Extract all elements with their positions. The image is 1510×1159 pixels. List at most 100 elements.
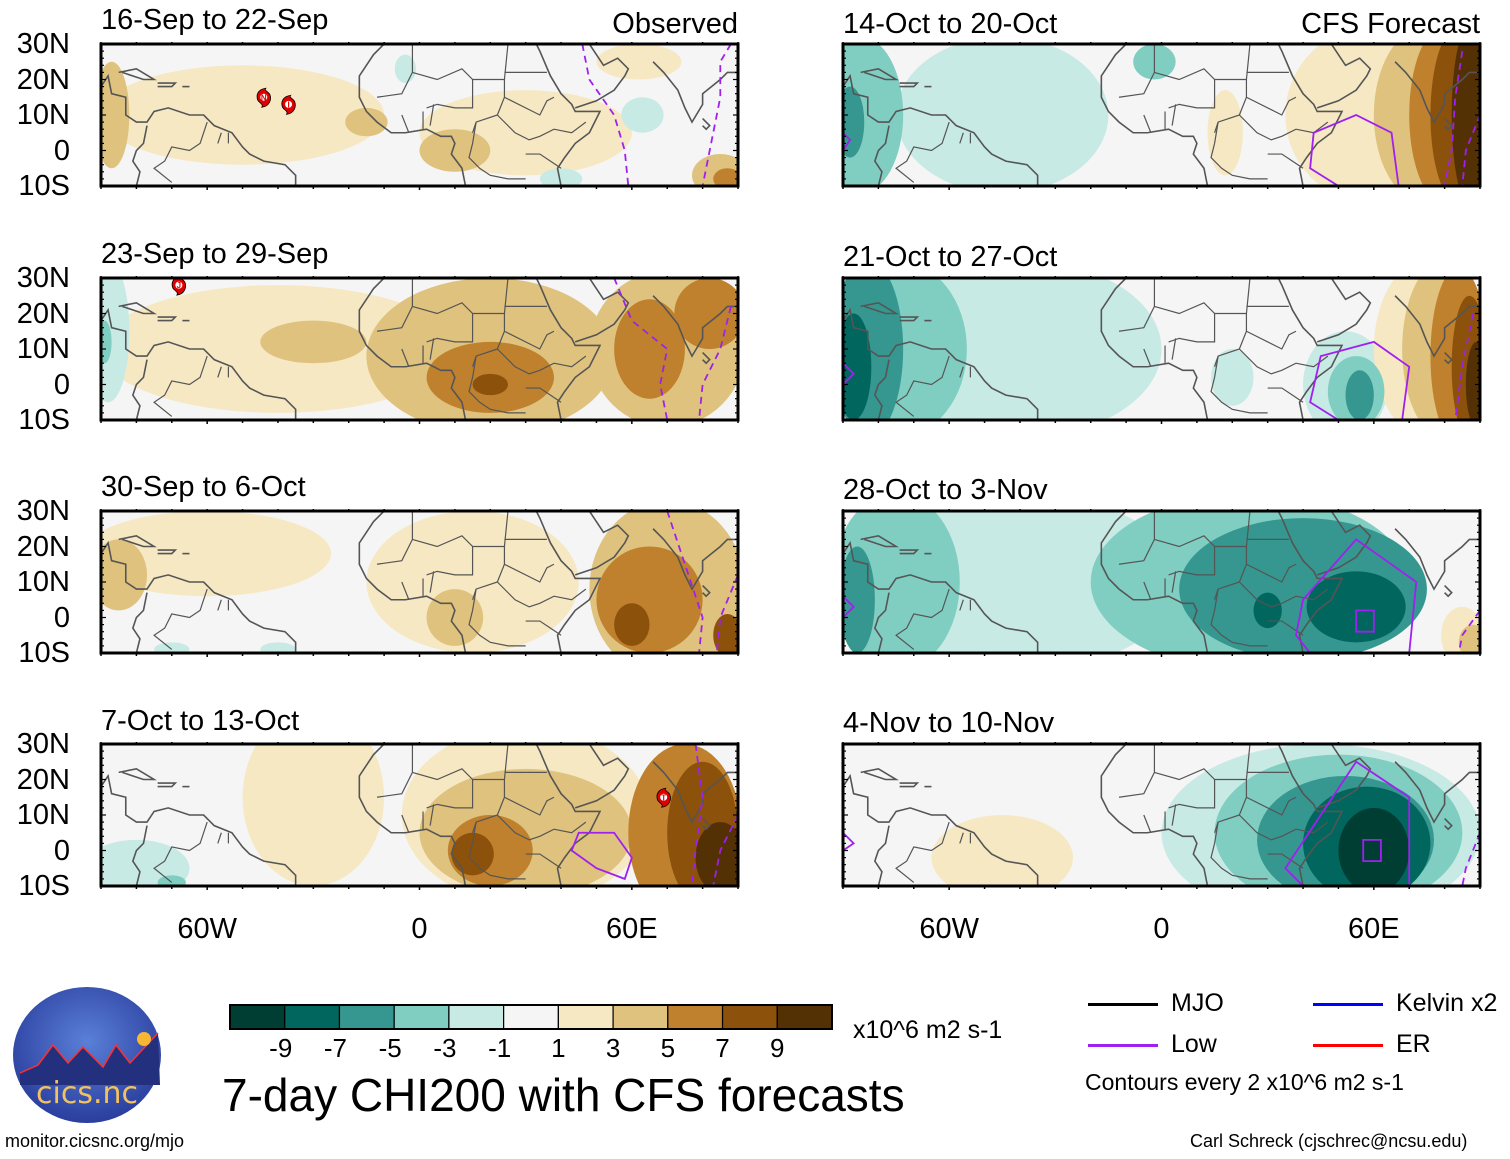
map-panel-forecast-1 (841, 42, 1482, 190)
coastline (574, 44, 630, 109)
coastline (358, 44, 467, 186)
country-border (895, 121, 950, 183)
country-border (959, 366, 964, 378)
colorbar (229, 1004, 833, 1030)
column-label-forecast: CFS Forecast (1301, 8, 1480, 40)
country-border (1154, 302, 1216, 343)
legend-line-low (1088, 1044, 1158, 1047)
storm-letter: I (287, 100, 289, 109)
panel-title: 14-Oct to 20-Oct (843, 8, 1058, 40)
country-border (1210, 356, 1268, 414)
colorbar-swatch (721, 1004, 778, 1030)
country-border (429, 104, 435, 126)
coastline (358, 278, 467, 420)
coastline (1394, 61, 1480, 124)
colorbar-label: 5 (660, 1033, 676, 1063)
map-panel-observed-3 (99, 509, 740, 657)
tropical-storm-icon: N (256, 87, 271, 108)
contour-low (698, 306, 732, 420)
map-panel-forecast-3 (841, 509, 1482, 657)
contour-low (843, 595, 855, 619)
coastline (1394, 761, 1480, 824)
coastline (101, 540, 297, 653)
country-border (468, 822, 526, 880)
lat-tick-label: 10N (16, 799, 70, 831)
country-border (412, 535, 474, 576)
coastline (899, 82, 920, 88)
storm-letter: J (177, 281, 181, 290)
coastline (101, 73, 297, 186)
coastline (131, 825, 148, 886)
cics-logo: cics.nc (13, 987, 161, 1123)
tropical-storm-icon: I (281, 94, 296, 115)
contour-low (1309, 340, 1411, 420)
contour-low (715, 574, 738, 653)
colorbar-label: -7 (323, 1033, 348, 1063)
coastline (860, 68, 899, 81)
contour-low (581, 44, 630, 186)
column-label-observed: Observed (612, 8, 738, 40)
country-border (1267, 853, 1304, 869)
colorbar-label: -9 (269, 1033, 293, 1063)
country-border (503, 44, 509, 80)
coastline (860, 535, 899, 548)
coastline (843, 307, 1039, 420)
coastline (873, 359, 890, 420)
country-border (525, 853, 562, 869)
anomaly-region (896, 44, 1109, 186)
coastline (860, 768, 899, 781)
coastline (535, 744, 602, 886)
country-border (1143, 581, 1152, 600)
country-border (1245, 511, 1251, 547)
coastline (1394, 528, 1480, 591)
anomaly-region (101, 839, 190, 886)
country-border (895, 355, 950, 417)
country-border (895, 821, 950, 883)
country-border (496, 348, 587, 375)
coastline (899, 316, 920, 322)
coastline (1100, 511, 1209, 653)
coastline (860, 302, 899, 315)
country-border (412, 302, 474, 343)
colorbar-swatch (503, 1004, 559, 1030)
contour-low (712, 814, 738, 886)
coastline (652, 295, 738, 358)
country-border (376, 278, 414, 332)
anomaly-region (242, 744, 385, 886)
contour-low (843, 832, 856, 852)
anomaly-region (596, 44, 682, 80)
country-border (503, 511, 509, 547)
country-border (153, 121, 208, 183)
contour-low (1284, 760, 1411, 886)
country-border (429, 571, 435, 593)
country-border (1154, 768, 1216, 809)
country-border (153, 355, 208, 417)
anomaly-region (614, 603, 650, 646)
footer-url[interactable]: monitor.cicsnc.org/mjo (5, 1131, 185, 1151)
lon-tick-label: 60E (1348, 913, 1400, 945)
legend-label: MJO (1171, 989, 1224, 1017)
country-border (1238, 348, 1329, 375)
country-border (1210, 589, 1268, 647)
lat-tick-label: 0 (53, 368, 70, 401)
anomaly-region (472, 373, 508, 396)
panel-title: 28-Oct to 3-Nov (843, 474, 1048, 506)
contour-low (1454, 313, 1474, 420)
contour-low (1355, 609, 1375, 633)
coastline (157, 82, 178, 88)
coastline (118, 768, 157, 781)
country-border (468, 589, 526, 647)
country-border (525, 153, 562, 169)
lat-tick-label: 10N (16, 99, 70, 131)
country-border (1171, 338, 1177, 360)
coastline (899, 549, 920, 555)
lat-tick-label: 0 (53, 834, 70, 867)
coastline (702, 817, 711, 831)
anomaly-region (154, 642, 190, 653)
legend-label: Kelvin x2 (1396, 989, 1498, 1017)
country-border (1238, 581, 1329, 608)
country-border (1171, 104, 1177, 126)
legend-line-kelvin-x2 (1313, 1003, 1383, 1006)
country-border (153, 821, 208, 883)
country-border (1154, 68, 1216, 109)
